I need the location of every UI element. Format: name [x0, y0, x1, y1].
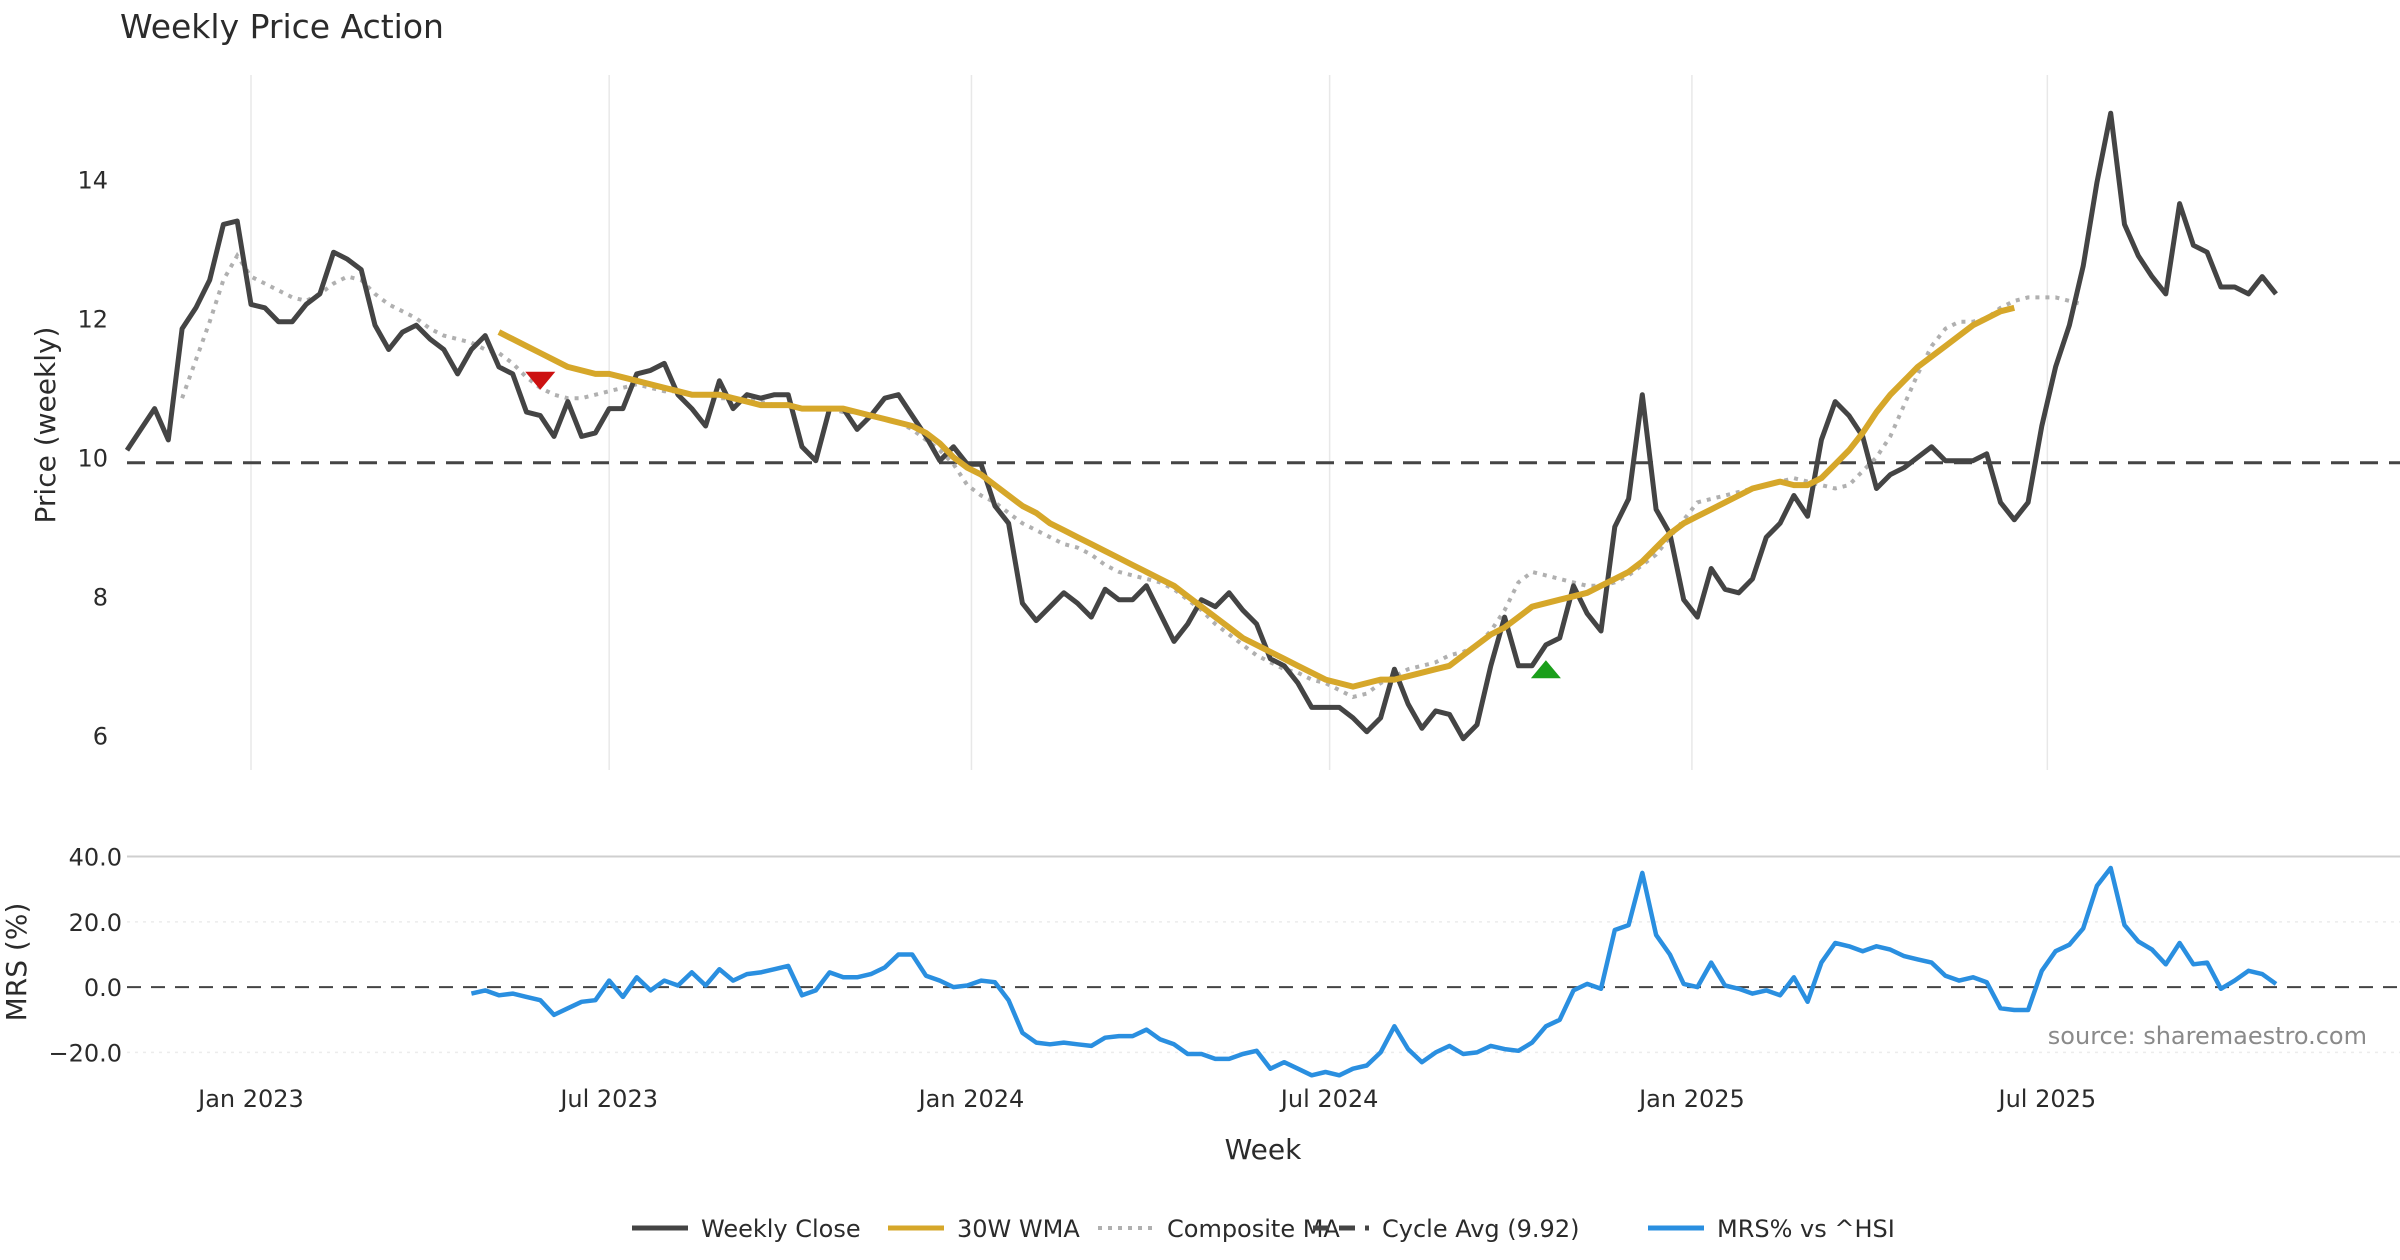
x-tick-label: Jul 2024: [1279, 1085, 1379, 1113]
x-tick-label: Jan 2023: [196, 1085, 304, 1113]
price-y-tick-label: 12: [77, 305, 108, 333]
wma-30w-line: [497, 304, 2016, 690]
buy-marker: [1530, 660, 1561, 679]
weekly-close-line: [124, 110, 2278, 742]
legend-label: 30W WMA: [957, 1215, 1080, 1243]
legend-label: Weekly Close: [701, 1215, 861, 1243]
source-note: source: sharemaestro.com: [2048, 1022, 2367, 1050]
legend: Weekly Close 30W WMA Composite MA Cycle Avg…: [632, 1215, 1895, 1243]
price-y-tick-label: 10: [77, 444, 108, 472]
composite-ma-line: [180, 251, 2084, 700]
x-axis-label: Week: [1225, 1133, 1302, 1166]
mrs-panel-grid: [127, 855, 2400, 1054]
mrs-y-ticks: 40.0 20.0 0.0 −20.0: [48, 844, 122, 1068]
signal-markers: [525, 371, 1561, 679]
x-tick-label: Jan 2024: [917, 1085, 1025, 1113]
mrs-y-tick-label: 40.0: [69, 844, 122, 872]
price-y-tick-label: 14: [77, 166, 108, 194]
mrs-y-tick-label: 20.0: [69, 909, 122, 937]
sell-marker: [525, 371, 556, 390]
chart-title: Weekly Price Action: [120, 7, 444, 46]
legend-label: Cycle Avg (9.92): [1382, 1215, 1579, 1243]
price-panel-grid: [250, 75, 2049, 770]
x-tick-label: Jul 2023: [558, 1085, 658, 1113]
price-y-ticks: 6 8 10 12 14: [77, 166, 108, 750]
mrs-y-tick-label: −20.0: [48, 1039, 122, 1067]
legend-label: MRS% vs ^HSI: [1717, 1215, 1895, 1243]
x-tick-label: Jan 2025: [1637, 1085, 1745, 1113]
price-y-tick-label: 6: [93, 722, 108, 750]
x-axis-ticks: Jan 2023 Jul 2023 Jan 2024 Jul 2024 Jan 2025…: [196, 1085, 2096, 1113]
x-tick-label: Jul 2025: [1997, 1085, 2097, 1113]
legend-label: Composite MA: [1167, 1215, 1340, 1243]
mrs-line: [470, 865, 2278, 1078]
mrs-y-tick-label: 0.0: [84, 974, 122, 1002]
price-y-tick-label: 8: [93, 583, 108, 611]
price-y-axis-label: Price (weekly): [29, 327, 62, 524]
mrs-y-axis-label: MRS (%): [0, 903, 33, 1022]
